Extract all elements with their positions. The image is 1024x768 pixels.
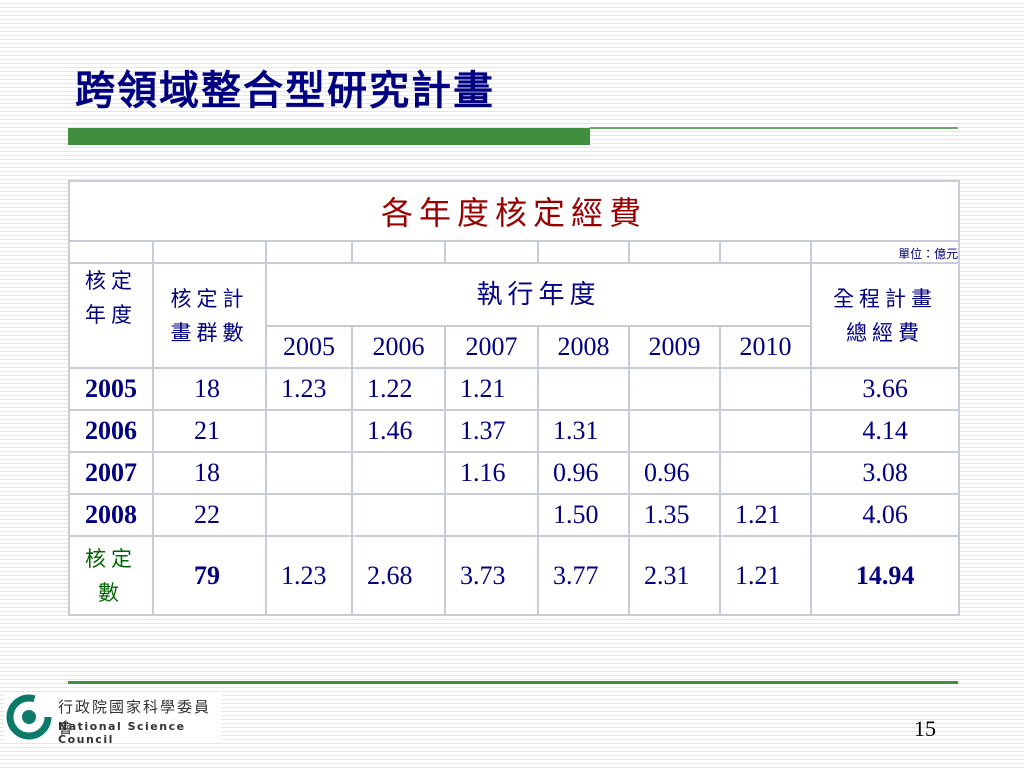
row-value: 1.37 <box>444 409 539 453</box>
summary-label-text: 核定數 <box>85 546 137 605</box>
summary-group-count: 79 <box>152 535 267 616</box>
row-value: 1.50 <box>537 493 630 537</box>
row-value: 1.22 <box>351 367 446 411</box>
header-year: 2005 <box>265 325 353 369</box>
logo: 行政院國家科學委員會 National Science Council <box>4 694 222 746</box>
row-value <box>444 493 539 537</box>
table-row: 核定數 79 1.23 2.68 3.73 3.77 2.31 1.21 14.94 <box>68 535 961 616</box>
row-value <box>265 451 353 495</box>
row-value <box>351 493 446 537</box>
header-year: 2007 <box>444 325 539 369</box>
summary-value: 3.77 <box>537 535 630 616</box>
row-value <box>628 409 721 453</box>
table-row: 2006 21 1.46 1.37 1.31 4.14 <box>68 409 961 453</box>
row-value: 1.46 <box>351 409 446 453</box>
row-total: 4.14 <box>809 409 961 453</box>
row-value <box>628 367 721 411</box>
row-group-count: 22 <box>152 493 267 537</box>
header-execution-year: 執行年度 <box>265 262 812 327</box>
header-year: 2009 <box>628 325 721 369</box>
spacer-cell <box>719 240 812 264</box>
summary-label: 核定數 <box>68 535 154 616</box>
spacer-cell <box>152 240 267 264</box>
row-value: 0.96 <box>628 451 721 495</box>
header-year: 2010 <box>719 325 812 369</box>
summary-value: 2.31 <box>628 535 721 616</box>
summary-value: 1.23 <box>265 535 353 616</box>
header-group-count: 核定計畫群數 <box>152 262 267 369</box>
header-total: 全程計畫總經費 <box>809 262 961 369</box>
budget-table: 各年度核定經費 單位：億元 核定年度 核定計畫群數 執行年度 全程計畫總經費 2005 200… <box>67 180 961 616</box>
spacer-cell <box>444 240 539 264</box>
row-value: 1.23 <box>265 367 353 411</box>
row-total: 3.08 <box>809 451 961 495</box>
header-year: 2006 <box>351 325 446 369</box>
row-value <box>265 409 353 453</box>
row-group-count: 18 <box>152 367 267 411</box>
row-value: 1.35 <box>628 493 721 537</box>
table-row: 2008 22 1.50 1.35 1.21 4.06 <box>68 493 961 537</box>
header-group-count-text: 核定計畫群數 <box>170 286 249 345</box>
header-approved-year: 核定年度 <box>68 262 154 369</box>
org-name-zh: 行政院國家科學委員會 <box>58 698 212 737</box>
summary-value: 2.68 <box>351 535 446 616</box>
row-value <box>265 493 353 537</box>
spacer-cell <box>265 240 353 264</box>
header-year: 2008 <box>537 325 630 369</box>
row-value: 1.21 <box>444 367 539 411</box>
unit-label: 單位：億元 <box>809 240 961 264</box>
table-row: 2007 18 1.16 0.96 0.96 3.08 <box>68 451 961 495</box>
row-value <box>719 367 812 411</box>
row-year: 2008 <box>68 493 154 537</box>
spacer-cell <box>351 240 446 264</box>
table-title: 各年度核定經費 <box>67 180 961 242</box>
row-total: 3.66 <box>809 367 961 411</box>
row-group-count: 21 <box>152 409 267 453</box>
header-execution-year-text: 執行年度 <box>476 279 601 309</box>
title-rule <box>590 127 958 129</box>
row-year: 2005 <box>68 367 154 411</box>
spacer-cell <box>537 240 630 264</box>
table-row: 2005 2006 2007 2008 2009 2010 <box>69 325 959 369</box>
spacer-cell <box>628 240 721 264</box>
title-bar <box>68 128 590 145</box>
row-total: 4.06 <box>809 493 961 537</box>
page-number: 15 <box>914 716 936 741</box>
header-total-text: 全程計畫總經費 <box>833 286 938 345</box>
logo-icon <box>6 694 52 740</box>
row-value: 1.16 <box>444 451 539 495</box>
table-row: 核定年度 核定計畫群數 執行年度 全程計畫總經費 <box>68 262 961 369</box>
table-row: 2005 18 1.23 1.22 1.21 3.66 <box>68 367 961 411</box>
row-value: 1.21 <box>719 493 812 537</box>
header-approved-year-text: 核定年度 <box>85 269 137 327</box>
slide-title: 跨領域整合型研究計畫 <box>75 68 495 113</box>
row-value <box>351 451 446 495</box>
org-name-en: National Science Council <box>58 720 186 746</box>
row-year: 2006 <box>68 409 154 453</box>
row-year: 2007 <box>68 451 154 495</box>
summary-value: 1.21 <box>719 535 812 616</box>
footer-rule <box>68 681 958 684</box>
spacer-cell <box>68 240 154 264</box>
row-value <box>537 367 630 411</box>
row-value: 1.31 <box>537 409 630 453</box>
row-value <box>719 409 812 453</box>
table-row: 單位：億元 <box>68 240 961 264</box>
row-value <box>719 451 812 495</box>
summary-total: 14.94 <box>809 535 961 616</box>
row-value: 0.96 <box>537 451 630 495</box>
row-group-count: 18 <box>152 451 267 495</box>
table-row: 各年度核定經費 <box>67 180 961 242</box>
summary-value: 3.73 <box>444 535 539 616</box>
